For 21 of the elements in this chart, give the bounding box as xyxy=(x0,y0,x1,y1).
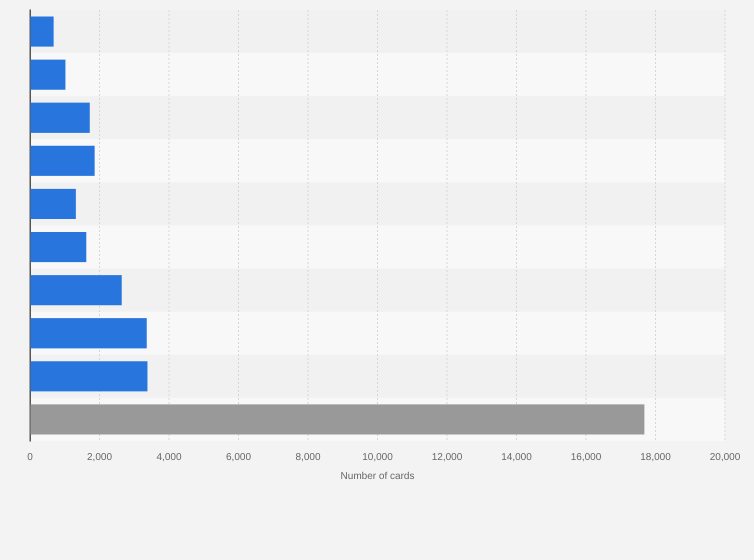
bar xyxy=(30,232,86,262)
x-tick-label: 2,000 xyxy=(86,452,112,463)
bar xyxy=(30,318,147,348)
x-tick-label: 0 xyxy=(27,452,34,463)
x-tick-label: 8,000 xyxy=(295,452,321,463)
bar xyxy=(30,361,148,392)
x-tick-label: 10,000 xyxy=(362,452,394,463)
x-tick-label: 12,000 xyxy=(432,452,463,463)
x-tick-label: 16,000 xyxy=(570,452,602,463)
bar xyxy=(30,146,95,176)
x-tick-label: 4,000 xyxy=(156,452,182,463)
bar xyxy=(30,102,90,133)
x-axis-title: Number of cards xyxy=(340,470,414,482)
bar xyxy=(30,275,122,306)
x-tick-label: 6,000 xyxy=(226,452,252,463)
x-tick-label: 18,000 xyxy=(640,452,672,463)
x-tick-label: 20,000 xyxy=(710,452,741,463)
bar xyxy=(30,188,76,220)
x-tick-label: 14,000 xyxy=(501,452,532,463)
bar xyxy=(30,60,66,90)
bar xyxy=(30,16,54,47)
